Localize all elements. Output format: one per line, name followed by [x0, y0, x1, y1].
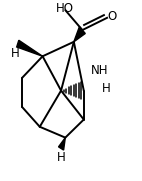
Polygon shape — [59, 138, 65, 150]
Text: HO: HO — [56, 2, 74, 15]
Text: NH: NH — [91, 64, 108, 77]
Polygon shape — [74, 27, 85, 42]
Text: H: H — [102, 82, 111, 95]
Text: H: H — [11, 47, 19, 60]
Polygon shape — [17, 40, 43, 56]
Text: H: H — [57, 151, 65, 164]
Text: O: O — [107, 10, 117, 23]
